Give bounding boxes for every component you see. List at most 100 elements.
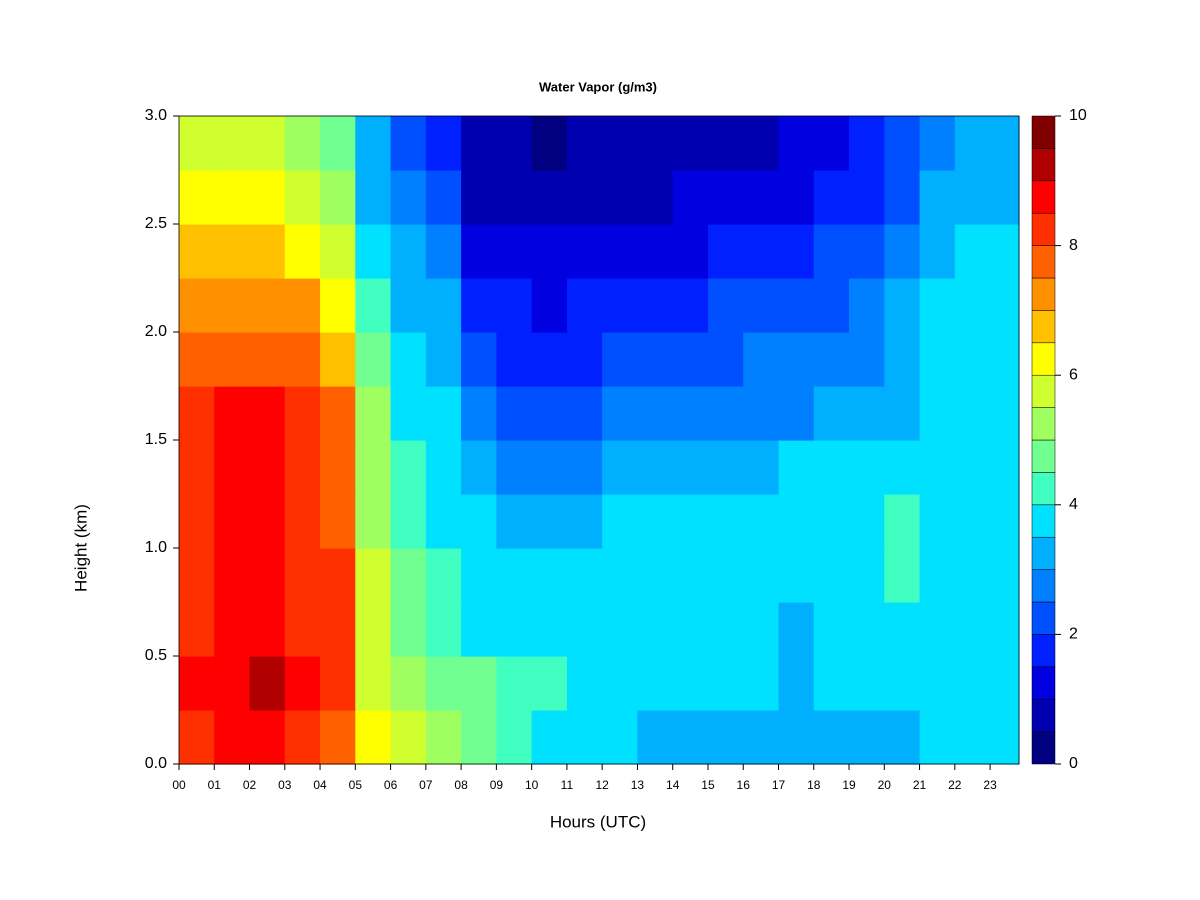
cell: [919, 494, 956, 549]
cell: [919, 116, 956, 171]
cell: [566, 602, 603, 657]
colorbar-tick-label: 4: [1069, 496, 1078, 513]
cell: [849, 710, 885, 765]
cell: [284, 440, 321, 495]
cell: [566, 224, 603, 279]
cell: [884, 386, 921, 441]
cell: [284, 548, 321, 603]
colorbar-tick-label: 10: [1069, 107, 1087, 124]
cell: [672, 116, 709, 171]
cell: [390, 170, 427, 225]
cell: [249, 116, 286, 171]
cell: [919, 602, 956, 657]
cell: [813, 494, 850, 549]
x-tick-label: 16: [737, 778, 751, 792]
cell: [954, 224, 991, 279]
x-tick-label: 03: [278, 778, 292, 792]
cell: [778, 116, 815, 171]
cell: [461, 548, 497, 603]
cell: [813, 602, 850, 657]
cell: [743, 494, 780, 549]
cell: [390, 332, 427, 387]
x-tick-label: 01: [208, 778, 222, 792]
cell: [320, 224, 356, 279]
cell: [637, 710, 674, 765]
cell: [355, 332, 392, 387]
cell: [813, 386, 850, 441]
x-tick-label: 10: [525, 778, 539, 792]
cell: [355, 224, 392, 279]
colorbar-swatch: [1031, 180, 1056, 214]
cell: [990, 224, 1020, 279]
cell: [249, 656, 286, 711]
cell: [707, 494, 744, 549]
cell: [672, 710, 709, 765]
cell: [884, 332, 921, 387]
cell: [531, 224, 568, 279]
cell: [531, 332, 568, 387]
cell: [919, 656, 956, 711]
x-tick-label: 21: [913, 778, 927, 792]
cell: [884, 440, 921, 495]
cell: [284, 602, 321, 657]
cell: [813, 278, 850, 333]
cell: [884, 548, 921, 603]
cell: [320, 494, 356, 549]
colorbar-swatch: [1031, 374, 1056, 408]
cell: [284, 116, 321, 171]
colorbar-swatch: [1031, 115, 1056, 149]
cell: [954, 710, 991, 765]
cell: [390, 224, 427, 279]
cell: [743, 116, 780, 171]
cell: [284, 278, 321, 333]
cell: [743, 170, 780, 225]
cell: [602, 710, 639, 765]
cell: [390, 710, 427, 765]
colorbar-swatch: [1031, 245, 1056, 279]
colorbar-swatch: [1031, 504, 1056, 538]
cell: [249, 548, 286, 603]
cell: [461, 170, 497, 225]
colorbar-swatch: [1031, 212, 1056, 246]
cell: [743, 278, 780, 333]
cell: [954, 440, 991, 495]
cell: [284, 656, 321, 711]
cell: [778, 386, 815, 441]
cell: [813, 116, 850, 171]
x-tick-label: 07: [419, 778, 433, 792]
cell: [320, 278, 356, 333]
x-axis-label: Hours (UTC): [550, 812, 646, 831]
cell: [954, 116, 991, 171]
colorbar-swatch: [1031, 277, 1056, 311]
cell: [813, 440, 850, 495]
cell: [707, 440, 744, 495]
cell: [179, 656, 215, 711]
cell: [707, 548, 744, 603]
cell: [214, 278, 251, 333]
colorbar-swatch: [1031, 342, 1056, 376]
colorbar-swatch: [1031, 439, 1056, 473]
cell: [849, 656, 885, 711]
y-tick-label: 2.0: [145, 323, 167, 340]
cell: [637, 116, 674, 171]
heatmap: [179, 116, 1020, 765]
cell: [813, 656, 850, 711]
cell: [919, 170, 956, 225]
x-tick-label: 05: [349, 778, 363, 792]
colorbar-swatch: [1031, 310, 1056, 344]
cell: [990, 656, 1020, 711]
cell: [425, 656, 462, 711]
cell: [320, 710, 356, 765]
x-tick-label: 19: [842, 778, 856, 792]
cell: [390, 548, 427, 603]
x-tick-label: 11: [561, 778, 574, 792]
cell: [884, 602, 921, 657]
cell: [566, 548, 603, 603]
cell: [214, 710, 251, 765]
cell: [284, 170, 321, 225]
cell: [743, 710, 780, 765]
cell: [461, 224, 497, 279]
cell: [743, 224, 780, 279]
x-tick-label: 12: [595, 778, 609, 792]
cell: [284, 224, 321, 279]
